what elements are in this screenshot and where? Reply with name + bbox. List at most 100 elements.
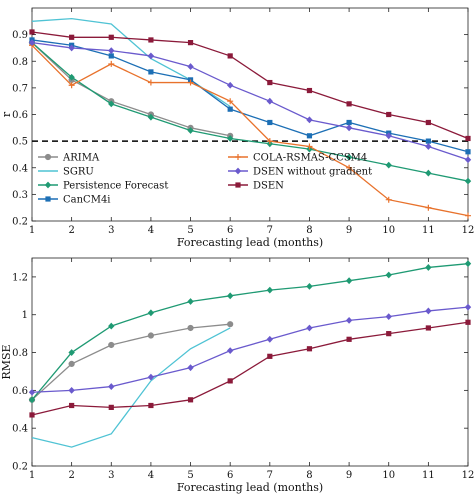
data-point	[226, 347, 234, 355]
series-line	[31, 321, 469, 416]
data-point	[306, 87, 313, 94]
data-point	[425, 307, 432, 315]
data-point	[147, 52, 155, 60]
legend-label: COLA-RSMAS-CCSM4	[253, 153, 367, 164]
data-point	[425, 325, 431, 331]
x-tick-label: 4	[148, 225, 154, 236]
legend-marker	[235, 182, 241, 188]
data-point	[108, 383, 115, 390]
data-point	[266, 335, 274, 343]
data-point	[425, 264, 432, 271]
data-point	[386, 111, 392, 118]
data-point	[187, 298, 194, 305]
series-sgru	[31, 17, 231, 108]
data-point	[346, 101, 352, 107]
series-line	[31, 306, 469, 393]
y-tick-label: 0.8	[12, 57, 28, 68]
data-point	[425, 204, 432, 211]
data-point	[267, 79, 273, 86]
data-point	[68, 44, 75, 52]
data-point	[345, 277, 353, 285]
data-point	[68, 349, 75, 356]
series-line	[31, 39, 469, 153]
x-tick-label: 6	[227, 470, 233, 481]
x-tick-label: 12	[462, 470, 474, 481]
legend: ARIMA SGRU Persistence Forecast CanCM4i COLA…	[38, 153, 372, 206]
series-line	[31, 31, 469, 140]
y-tick-label: 0.7	[12, 83, 28, 94]
data-point	[226, 292, 234, 300]
correlation-chart: 1 2 3 4 5 6 7 8 9 10 11 120.20.30.40.50.60.70.80.9F…	[0, 7, 474, 249]
data-point	[187, 79, 194, 86]
data-point	[346, 336, 352, 342]
data-point	[464, 177, 472, 185]
x-tick-label: 1	[29, 470, 35, 481]
data-point	[425, 119, 431, 126]
x-tick-label: 8	[306, 470, 312, 481]
data-point	[346, 164, 353, 171]
y-tick-label: 0.5	[12, 137, 28, 148]
data-point	[345, 317, 353, 324]
legend-item-dsen-without-gradient: DSEN without gradient	[228, 167, 372, 178]
legend-item-cancm4i: CanCM4i	[38, 195, 111, 206]
y-tick-label: 0.6	[12, 386, 28, 397]
x-tick-label: 11	[422, 470, 435, 481]
data-point	[108, 100, 115, 108]
x-tick-label: 12	[462, 225, 474, 236]
y-tick-label: 1	[22, 310, 28, 321]
legend-label: DSEN without gradient	[253, 167, 372, 178]
x-tick-label: 3	[108, 470, 114, 481]
data-point	[385, 313, 392, 321]
data-point	[29, 29, 35, 35]
data-point	[267, 353, 273, 359]
data-point	[148, 37, 154, 43]
data-point	[385, 132, 392, 140]
x-tick-label: 9	[346, 225, 352, 236]
legend-label: Persistence Forecast	[63, 181, 168, 192]
x-tick-label: 2	[68, 225, 74, 236]
x-tick-label: 9	[346, 470, 352, 481]
data-point	[68, 360, 75, 367]
data-point	[306, 282, 313, 290]
legend-item-cola-rsmas-ccsm4: COLA-RSMAS-CCSM4	[228, 153, 367, 164]
data-point	[385, 161, 392, 169]
legend-marker	[234, 167, 242, 175]
data-point	[385, 271, 392, 279]
x-tick-label: 1	[29, 225, 35, 236]
y-axis-label: r	[0, 111, 13, 117]
data-point	[108, 53, 114, 59]
legend-label: DSEN	[253, 181, 284, 192]
series-line	[31, 42, 231, 137]
data-point	[68, 73, 75, 81]
data-point	[147, 309, 155, 317]
series-line	[31, 263, 469, 401]
data-point	[306, 143, 313, 150]
data-point	[425, 143, 432, 150]
data-point	[227, 378, 233, 384]
x-tick-label: 5	[187, 470, 193, 481]
data-point	[464, 260, 472, 268]
data-point	[227, 53, 233, 59]
x-tick-label: 5	[187, 225, 193, 236]
x-tick-label: 4	[148, 470, 154, 481]
x-tick-label: 11	[422, 225, 435, 236]
data-point	[108, 60, 115, 67]
y-tick-label: 0.3	[12, 190, 28, 201]
data-point	[266, 286, 274, 294]
legend-marker	[44, 153, 52, 161]
series-line	[31, 17, 231, 108]
series-cola-rsmas-ccsm4	[29, 42, 471, 219]
plot-frame	[31, 257, 469, 467]
y-tick-label: 0.8	[12, 348, 28, 359]
series-dsen-without-gradient	[28, 303, 472, 396]
data-point	[68, 386, 75, 394]
y-tick-label: 0.2	[12, 462, 28, 473]
data-point	[147, 79, 154, 86]
data-point	[306, 324, 313, 332]
legend-marker	[235, 154, 241, 160]
data-point	[28, 396, 36, 404]
data-point	[108, 341, 115, 349]
series-dsen	[29, 29, 471, 142]
data-point	[68, 82, 75, 89]
